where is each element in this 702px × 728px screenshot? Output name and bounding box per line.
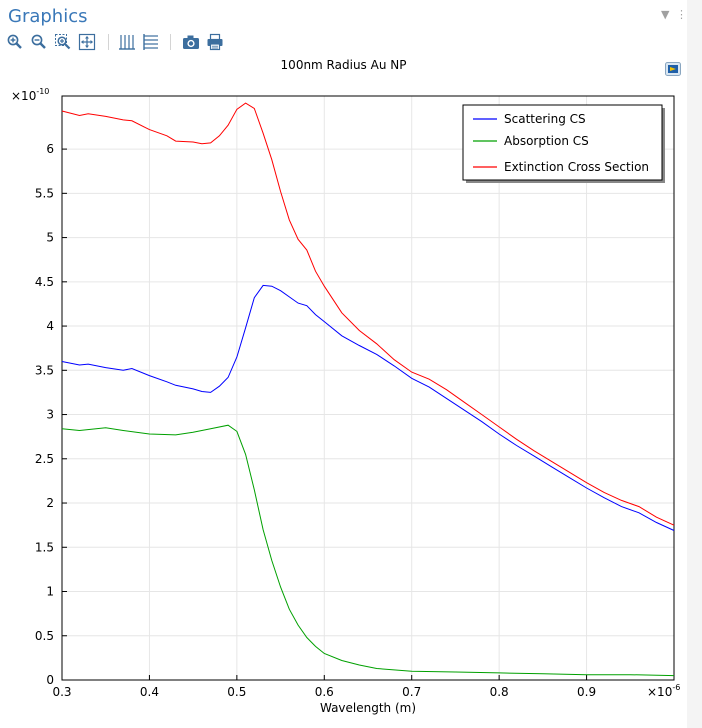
horizontal-grid-icon[interactable]	[142, 33, 160, 51]
panel-titlebar: Graphics ▼ ⋮	[0, 0, 687, 32]
zoom-in-icon[interactable]	[6, 33, 24, 51]
camera-icon[interactable]	[182, 33, 200, 51]
toolbar-separator	[108, 34, 109, 50]
zoom-box-icon[interactable]	[54, 33, 72, 51]
plot-area[interactable]: 100nm Radius Au NP	[0, 56, 687, 726]
toolbar-separator	[170, 34, 171, 50]
graphics-toolbar	[0, 32, 687, 54]
zoom-out-icon[interactable]	[30, 33, 48, 51]
panel-menu-icon[interactable]: ⋮	[676, 8, 687, 21]
printer-icon[interactable]	[206, 33, 224, 51]
chart-title: 100nm Radius Au NP	[280, 58, 407, 72]
panel-title: Graphics	[8, 6, 88, 27]
plot-settings-icon[interactable]	[665, 61, 681, 76]
graphics-panel: Graphics ▼ ⋮	[0, 0, 687, 726]
dropdown-arrow-icon[interactable]: ▼	[661, 8, 670, 21]
zoom-extents-icon[interactable]	[78, 33, 96, 51]
panel-scroll-gutter	[687, 0, 702, 728]
vertical-grid-icon[interactable]	[118, 33, 136, 51]
